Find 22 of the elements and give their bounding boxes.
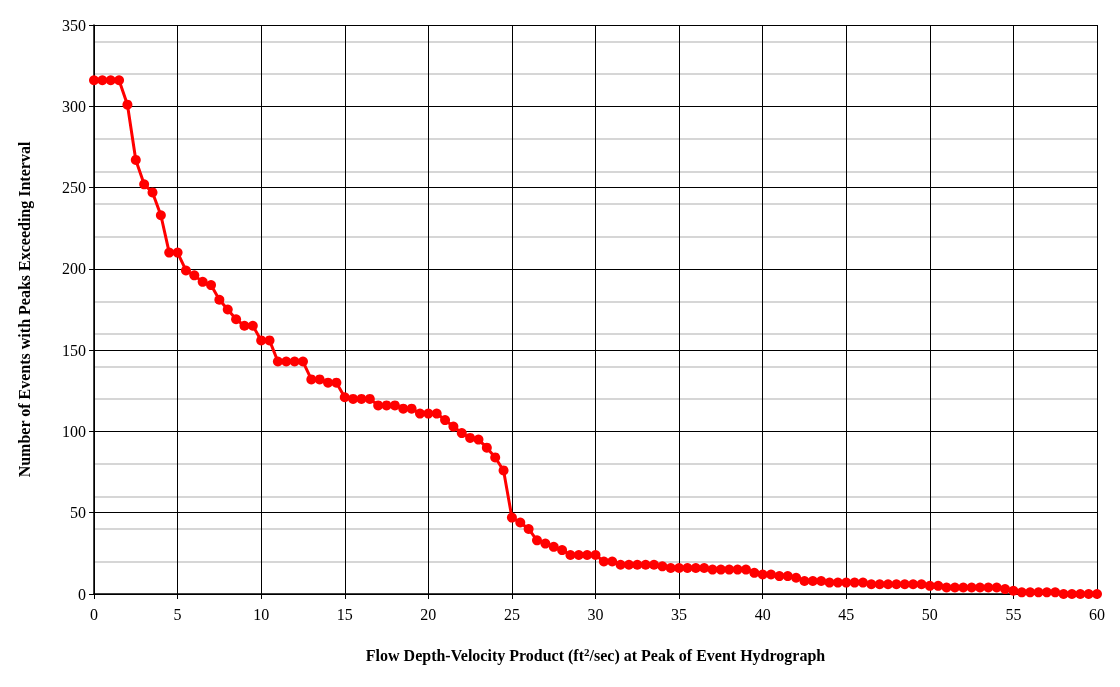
- x-tick-label: 45: [838, 605, 855, 623]
- x-tick-label: 5: [173, 605, 182, 623]
- x-tick-label: 25: [503, 605, 520, 623]
- y-tick-label: 250: [62, 179, 86, 197]
- y-axis-title: Number of Events with Peaks Exceeding Interval: [15, 141, 34, 478]
- x-tick-label: 15: [336, 605, 353, 623]
- x-tick-label: 0: [90, 605, 98, 623]
- y-tick-label: 0: [78, 585, 86, 603]
- x-tick-label: 30: [587, 605, 604, 623]
- y-tick-label: 350: [62, 16, 86, 34]
- x-tick-label: 20: [420, 605, 437, 623]
- x-tick-label: 60: [1089, 605, 1105, 623]
- x-tick-label: 50: [921, 605, 938, 623]
- x-tick-label: 55: [1005, 605, 1022, 623]
- x-tick-label: 35: [671, 605, 688, 623]
- y-tick-label: 100: [62, 422, 86, 440]
- y-tick-label: 50: [70, 504, 86, 522]
- y-tick-label: 150: [62, 341, 86, 359]
- x-tick-label: 40: [754, 605, 771, 623]
- y-tick-label: 300: [62, 97, 86, 115]
- x-tick-label: 10: [253, 605, 270, 623]
- y-tick-label: 200: [62, 260, 86, 278]
